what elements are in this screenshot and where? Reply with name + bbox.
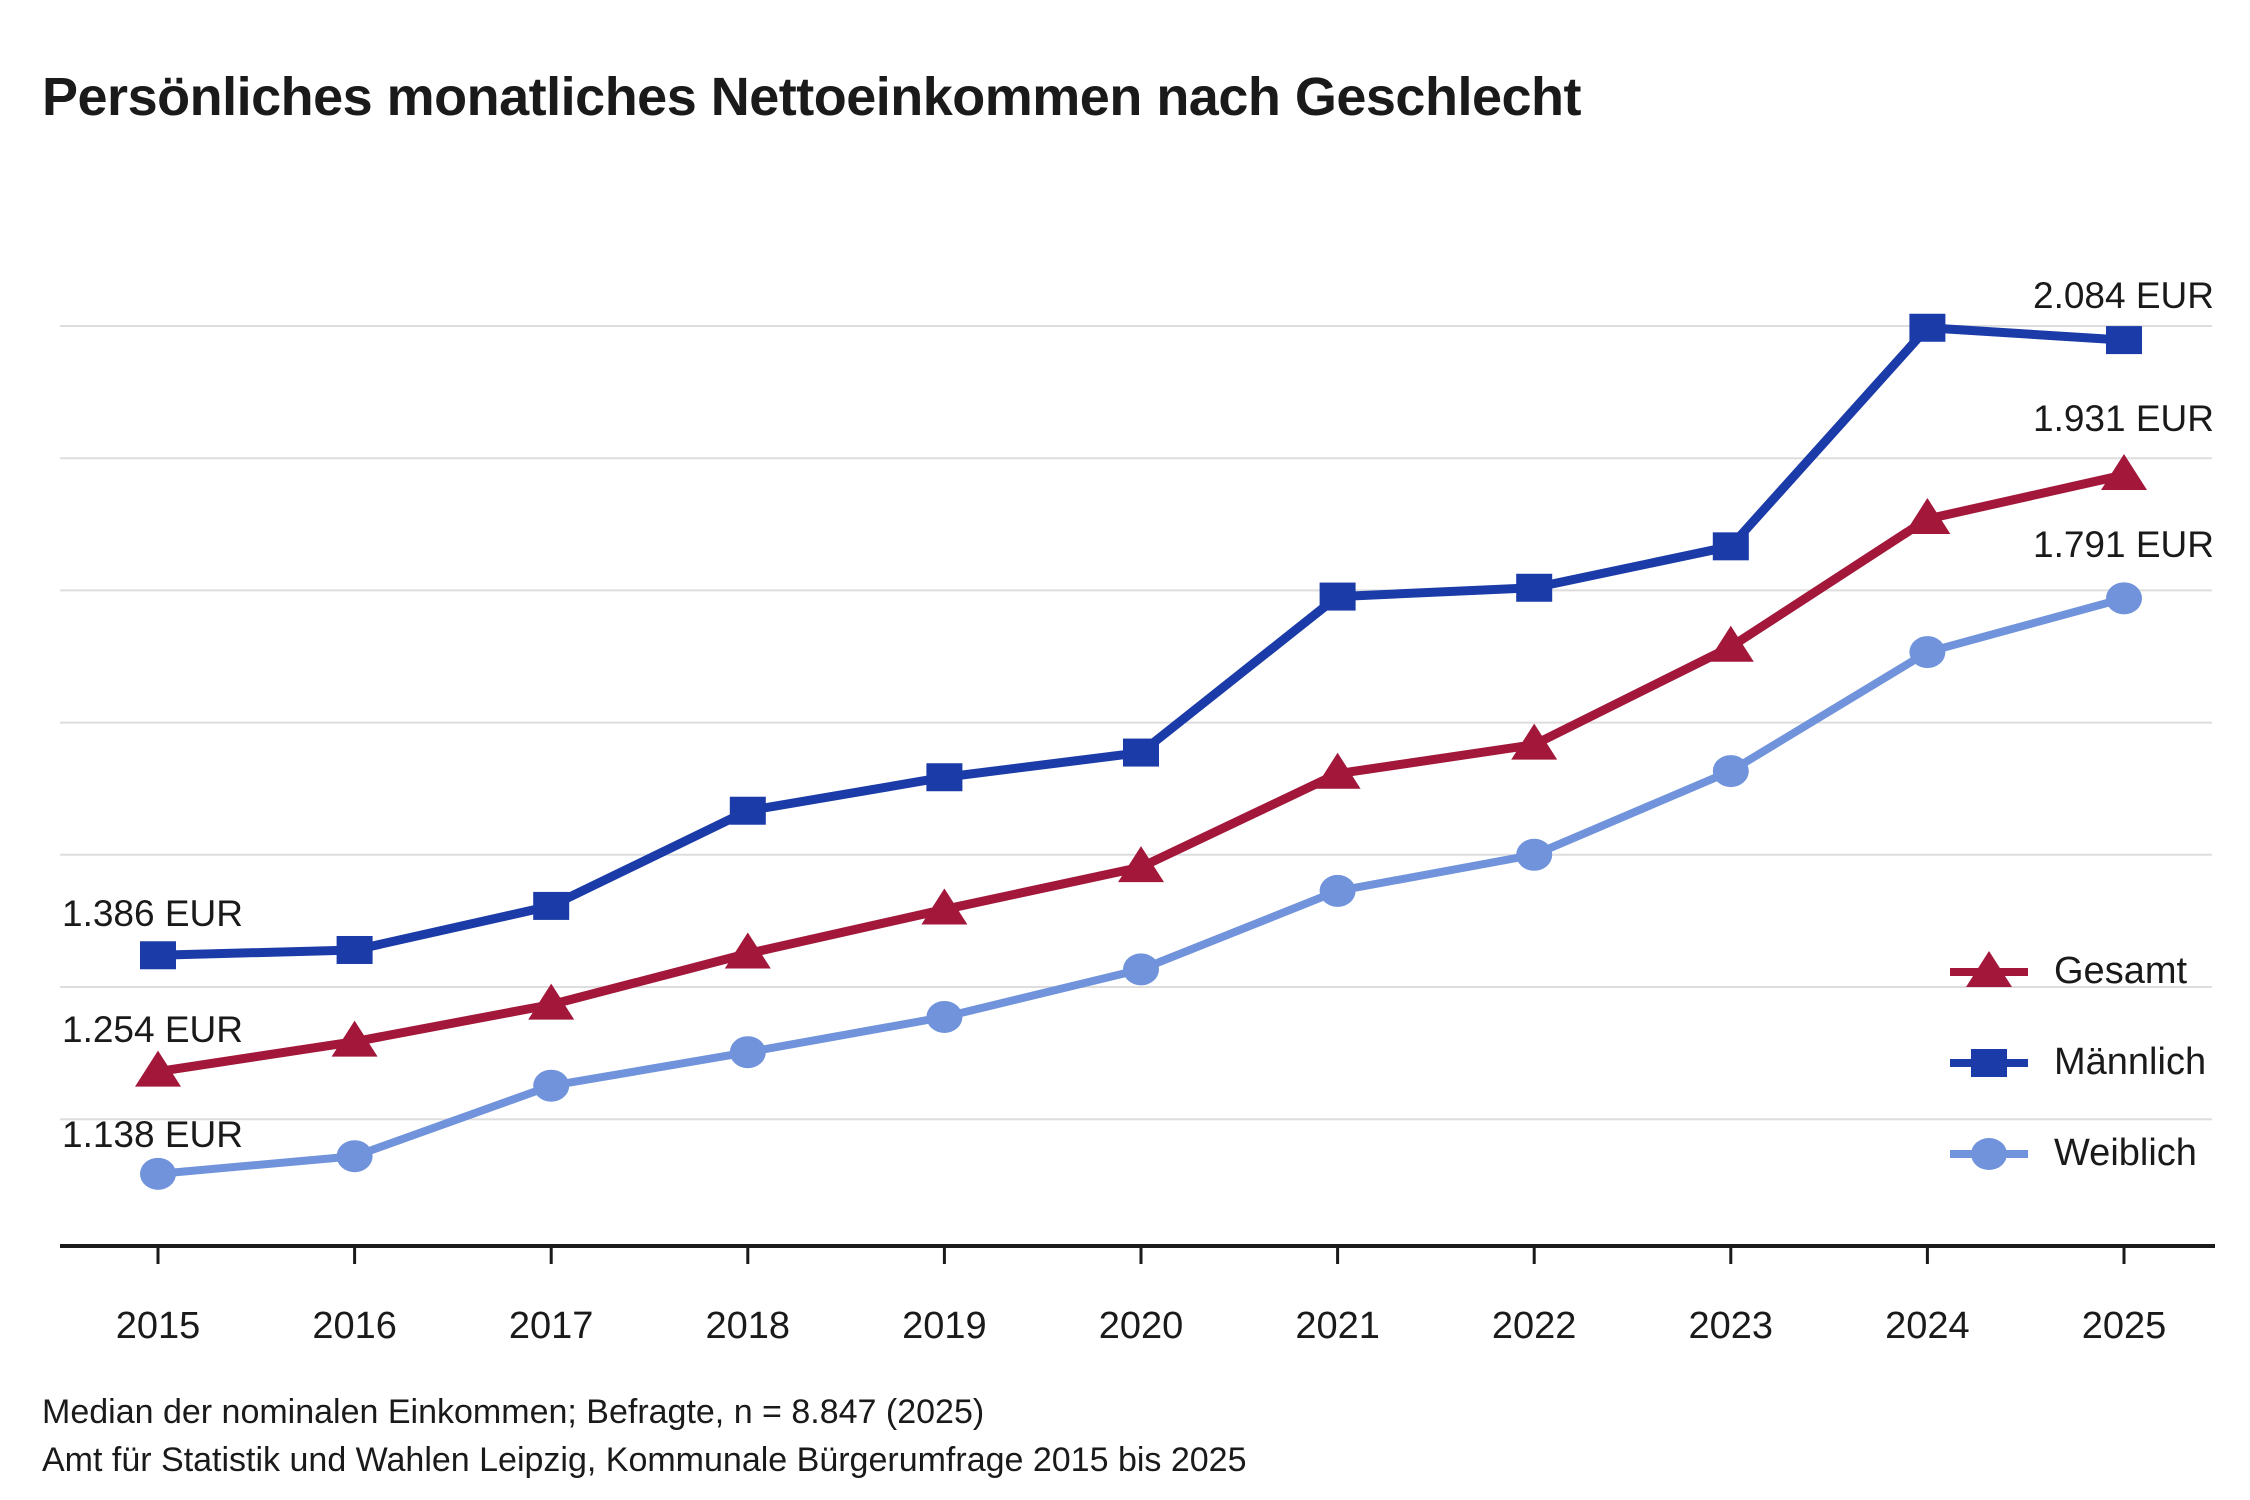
marker-maennlich-2022	[1516, 573, 1553, 602]
value-label-gesamt-2025: 1.931 EUR	[2033, 398, 2214, 439]
marker-maennlich-2018	[729, 796, 766, 825]
legend-label-gesamt: Gesamt	[2054, 950, 2188, 992]
x-axis-label-2025: 2025	[2081, 1305, 2167, 1347]
legend-item-gesamt: Gesamt	[1950, 926, 2206, 1017]
x-axis-label-2023: 2023	[1688, 1305, 1774, 1347]
legend-item-maennlich: Männlich	[1950, 1017, 2206, 1108]
legend-square-icon	[1950, 1048, 2028, 1077]
value-label-maennlich-2015: 1.386 EUR	[62, 893, 243, 934]
value-label-maennlich-2025: 2.084 EUR	[2033, 275, 2214, 316]
marker-weiblich-2017	[533, 1069, 570, 1102]
legend-circle-icon	[1950, 1137, 2028, 1170]
marker-maennlich-2023	[1712, 532, 1749, 561]
marker-gesamt-2025	[2101, 453, 2147, 490]
marker-maennlich-2016	[336, 935, 373, 964]
x-axis-label-2016: 2016	[312, 1305, 397, 1347]
marker-maennlich-2024	[1909, 313, 1946, 342]
marker-gesamt-2015	[135, 1050, 181, 1087]
x-axis-label-2018: 2018	[705, 1305, 791, 1347]
legend-label-maennlich: Männlich	[2054, 1041, 2207, 1083]
value-label-gesamt-2015: 1.254 EUR	[62, 1009, 243, 1050]
marker-weiblich-2023	[1712, 755, 1749, 788]
legend-label-weiblich: Weiblich	[2054, 1132, 2197, 1174]
marker-gesamt-2024	[1904, 498, 1951, 535]
marker-weiblich-2024	[1909, 636, 1946, 669]
marker-weiblich-2016	[336, 1140, 373, 1173]
x-axis-label-2015: 2015	[115, 1305, 201, 1347]
x-axis-label-2017: 2017	[508, 1305, 594, 1347]
marker-maennlich-2025	[2106, 326, 2142, 355]
marker-gesamt-2021	[1314, 752, 1361, 789]
x-axis-label-2020: 2020	[1098, 1305, 1184, 1347]
marker-gesamt-2022	[1511, 723, 1558, 760]
marker-weiblich-2025	[2106, 582, 2142, 615]
x-axis-label-2021: 2021	[1295, 1305, 1380, 1347]
value-label-weiblich-2025: 1.791 EUR	[2033, 524, 2214, 565]
legend-triangle-icon	[1950, 950, 2028, 987]
marker-gesamt-2020	[1118, 846, 1164, 883]
x-axis-label-2019: 2019	[902, 1305, 987, 1347]
series-line-weiblich	[157, 594, 2126, 1178]
marker-gesamt-2016	[331, 1020, 378, 1057]
marker-maennlich-2015	[140, 941, 176, 970]
marker-weiblich-2015	[140, 1157, 176, 1190]
marker-weiblich-2018	[729, 1036, 766, 1069]
marker-gesamt-2018	[724, 932, 771, 969]
x-axis-label-2022: 2022	[1491, 1305, 1577, 1347]
marker-gesamt-2023	[1707, 625, 1754, 662]
marker-weiblich-2021	[1319, 874, 1356, 907]
chart-title: Persönliches monatliches Nettoeinkommen …	[42, 67, 1581, 127]
marker-weiblich-2019	[926, 1000, 963, 1033]
legend-item-weiblich: Weiblich	[1950, 1108, 2206, 1199]
marker-weiblich-2022	[1516, 838, 1553, 871]
marker-weiblich-2020	[1123, 953, 1159, 986]
footer-note-line2: Amt für Statistik und Wahlen Leipzig, Ko…	[42, 1441, 1247, 1479]
marker-maennlich-2020	[1123, 738, 1159, 767]
marker-maennlich-2017	[533, 891, 570, 920]
marker-maennlich-2021	[1319, 582, 1356, 611]
footer-note-line1: Median der nominalen Einkommen; Befragte…	[42, 1393, 985, 1431]
marker-gesamt-2019	[921, 888, 968, 925]
legend: Gesamt Männlich Weiblich	[1950, 926, 2206, 1199]
marker-gesamt-2017	[528, 983, 575, 1020]
footer: Median der nominalen Einkommen; Befragte…	[42, 1388, 1247, 1484]
x-axis-label-2024: 2024	[1885, 1305, 1970, 1347]
value-label-weiblich-2015: 1.138 EUR	[62, 1114, 243, 1155]
marker-maennlich-2019	[926, 763, 963, 792]
